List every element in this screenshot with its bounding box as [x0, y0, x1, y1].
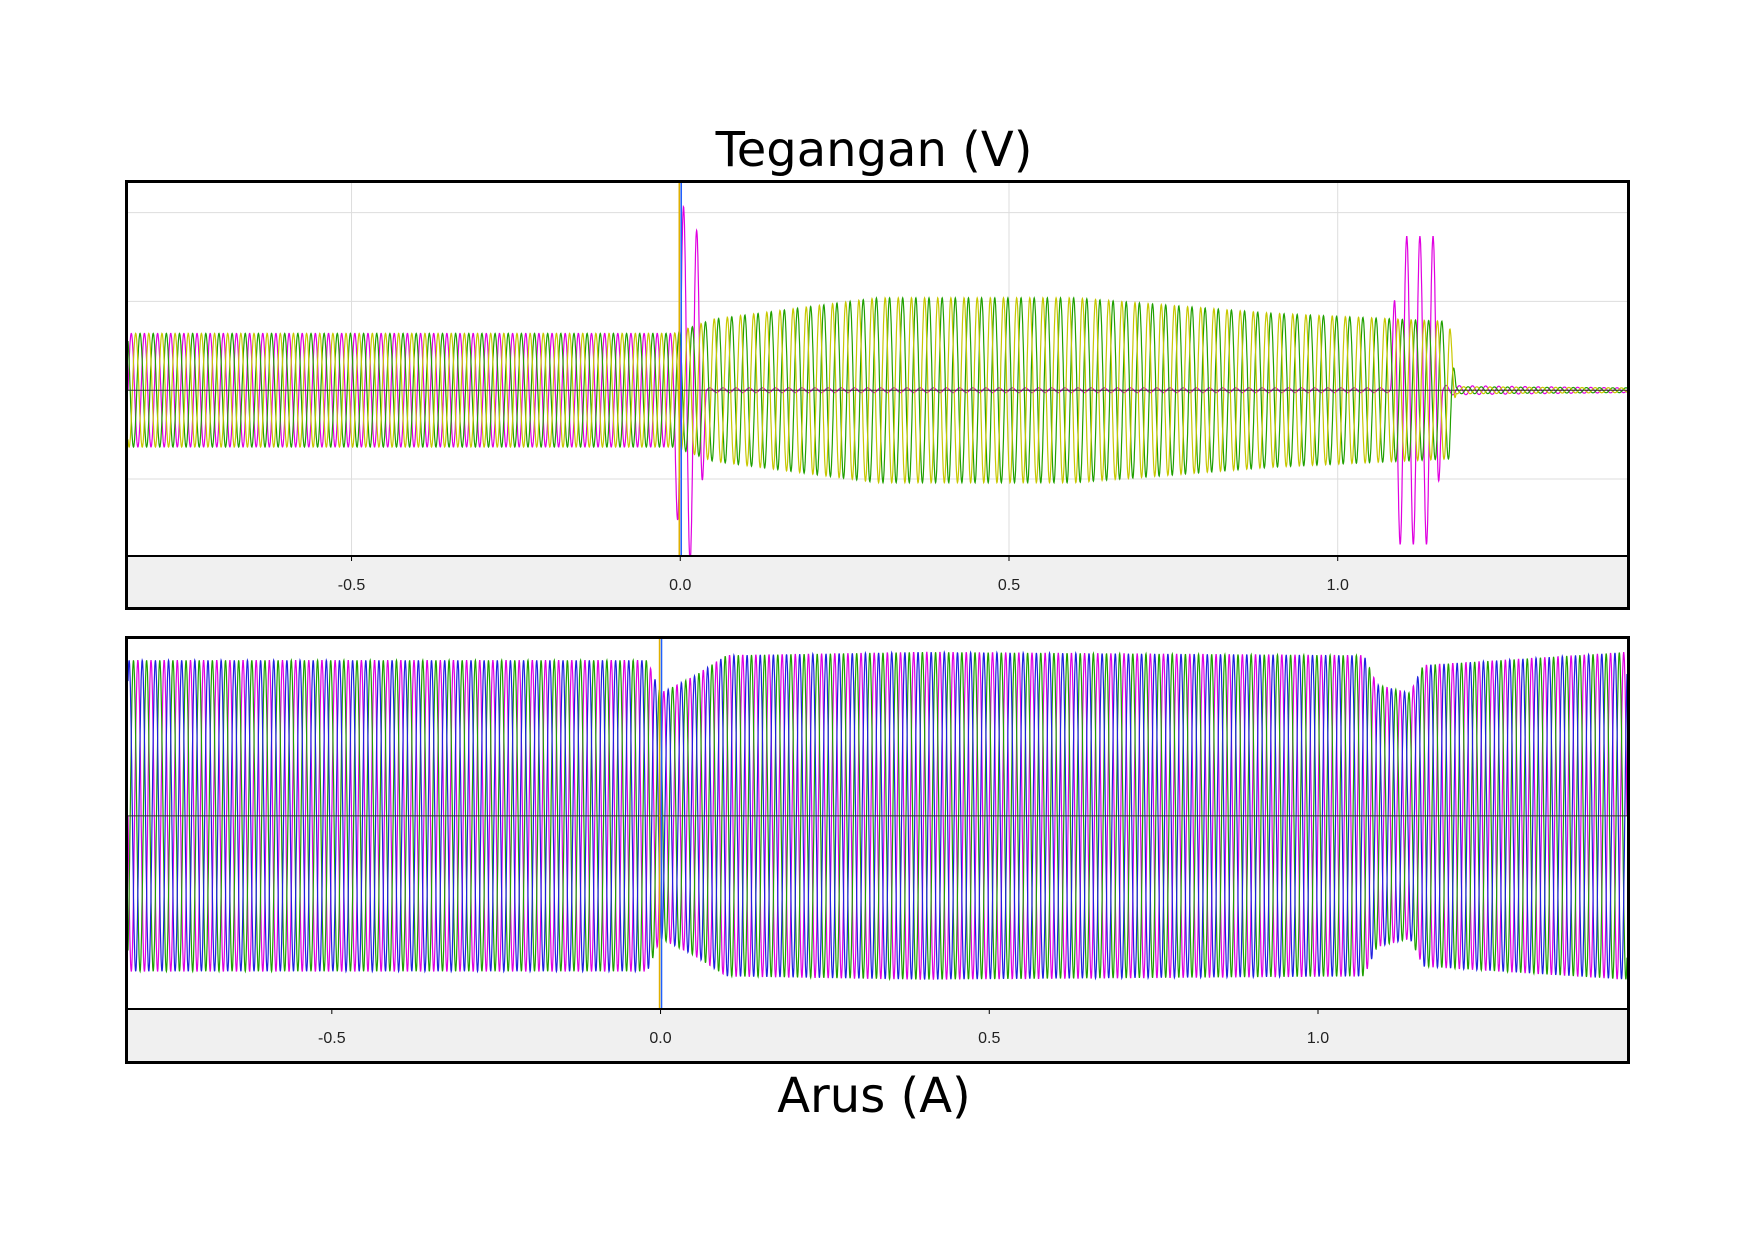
current-series-2 — [128, 650, 1627, 981]
current-x-axis-band — [128, 1009, 1627, 1061]
voltage-x-tick-label-3: 1.0 — [1327, 577, 1349, 594]
current-x-tick-label-3: 1.0 — [1307, 1030, 1329, 1047]
current-x-tick-label-0: -0.5 — [318, 1030, 346, 1047]
voltage-x-tick-label-1: 0.0 — [669, 577, 691, 594]
voltage-x-tick-label-2: 0.5 — [998, 577, 1020, 594]
voltage-x-tick-label-0: -0.5 — [338, 577, 366, 594]
current-series-1 — [128, 651, 1627, 982]
current-x-tick-label-1: 0.0 — [649, 1030, 671, 1047]
voltage-chart: -0.5 0.0 0.5 1.0 — [128, 183, 1627, 607]
current-chart-panel: -0.5 0.0 0.5 1.0 — [125, 636, 1630, 1064]
chart-title-voltage: Tegangan (V) — [715, 122, 1033, 178]
voltage-series-1 — [128, 296, 1627, 485]
voltage-series-2 — [128, 296, 1627, 485]
current-chart: -0.5 0.0 0.5 1.0 — [128, 639, 1627, 1061]
voltage-chart-panel: -0.5 0.0 0.5 1.0 — [125, 180, 1630, 610]
current-x-tick-label-2: 0.5 — [978, 1030, 1000, 1047]
voltage-plot-area — [128, 183, 1627, 556]
chart-title-current: Arus (A) — [777, 1068, 971, 1124]
voltage-x-axis-band — [128, 556, 1627, 607]
